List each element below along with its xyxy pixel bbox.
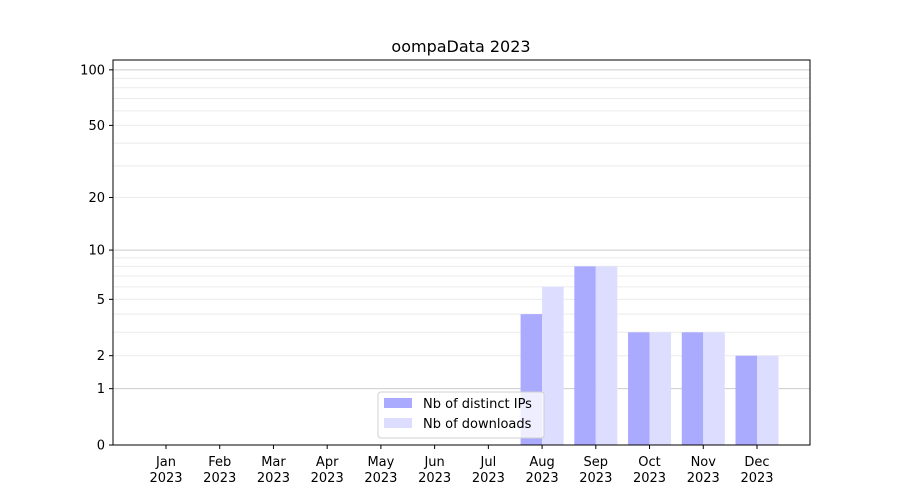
legend-label: Nb of distinct IPs: [423, 397, 532, 412]
bar-downloads: [703, 332, 725, 445]
bars: [520, 266, 779, 445]
bar-distinct-ips: [628, 332, 650, 445]
y-tick-label: 2: [97, 349, 105, 364]
plot-frame: [112, 59, 811, 446]
y-axis: 0 1 2 5 10 20 50 100: [80, 63, 113, 454]
legend: Nb of distinct IPs Nb of downloads: [377, 391, 545, 439]
chart-title: oompaData 2023: [391, 37, 530, 56]
x-tick-label: Aug 2023: [526, 455, 559, 486]
bar-distinct-ips: [574, 266, 596, 445]
x-tick-label: May 2023: [364, 455, 397, 486]
x-tick-label: Apr 2023: [311, 455, 344, 486]
y-tick-label: 1: [97, 382, 105, 397]
bar-distinct-ips: [681, 332, 704, 445]
legend-box: [377, 391, 545, 439]
x-tick-label: Jul 2023: [472, 455, 505, 486]
y-tick-label: 10: [88, 244, 105, 259]
x-tick-label: Nov 2023: [687, 455, 720, 486]
y-tick-label: 5: [97, 293, 105, 308]
x-axis: Jan 2023 Feb 2023 Mar 2023 Apr 2023 May 2023 Jun 20…: [149, 445, 774, 486]
x-tick-label: Sep 2023: [579, 455, 612, 486]
bar-downloads: [595, 266, 618, 445]
y-tick-label: 20: [88, 191, 105, 206]
x-tick-label: Jun 2023: [418, 455, 451, 486]
y-tick-label: 0: [97, 439, 105, 454]
legend-label: Nb of downloads: [423, 417, 532, 432]
x-tick-label: Oct 2023: [633, 455, 666, 486]
x-tick-label: Jan 2023: [149, 455, 182, 486]
bar-downloads: [649, 332, 672, 445]
x-tick-label: Dec 2023: [740, 455, 773, 486]
grid: [113, 69, 810, 390]
y-tick-label: 50: [88, 119, 105, 134]
x-tick-label: Feb 2023: [203, 455, 236, 486]
bar-downloads: [757, 355, 779, 445]
bar-distinct-ips: [735, 355, 757, 445]
y-tick-label: 100: [80, 63, 105, 78]
x-tick-label: Mar 2023: [257, 455, 290, 486]
legend-swatch: [384, 418, 412, 428]
legend-swatch: [384, 398, 412, 408]
bar-downloads: [542, 286, 564, 445]
